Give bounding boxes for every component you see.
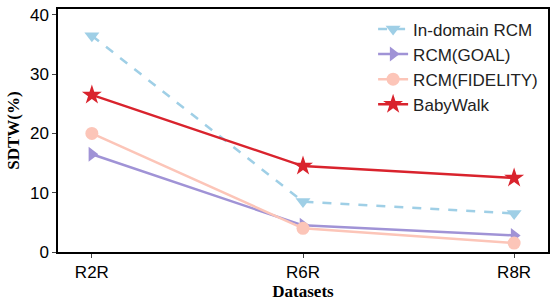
svg-text:BabyWalk: BabyWalk: [413, 96, 489, 115]
svg-text:Datasets: Datasets: [272, 282, 334, 301]
svg-text:0: 0: [39, 243, 48, 262]
svg-text:20: 20: [30, 124, 49, 143]
svg-text:In-domain RCM: In-domain RCM: [413, 21, 532, 40]
svg-text:30: 30: [30, 65, 49, 84]
svg-text:R2R: R2R: [75, 263, 109, 282]
svg-text:RCM(FIDELITY): RCM(FIDELITY): [413, 71, 538, 90]
svg-text:40: 40: [30, 6, 49, 25]
svg-text:R6R: R6R: [286, 263, 320, 282]
svg-text:10: 10: [30, 184, 49, 203]
svg-text:SDTW(%): SDTW(%): [4, 91, 23, 169]
svg-text:R8R: R8R: [497, 263, 531, 282]
svg-text:RCM(GOAL): RCM(GOAL): [413, 46, 510, 65]
